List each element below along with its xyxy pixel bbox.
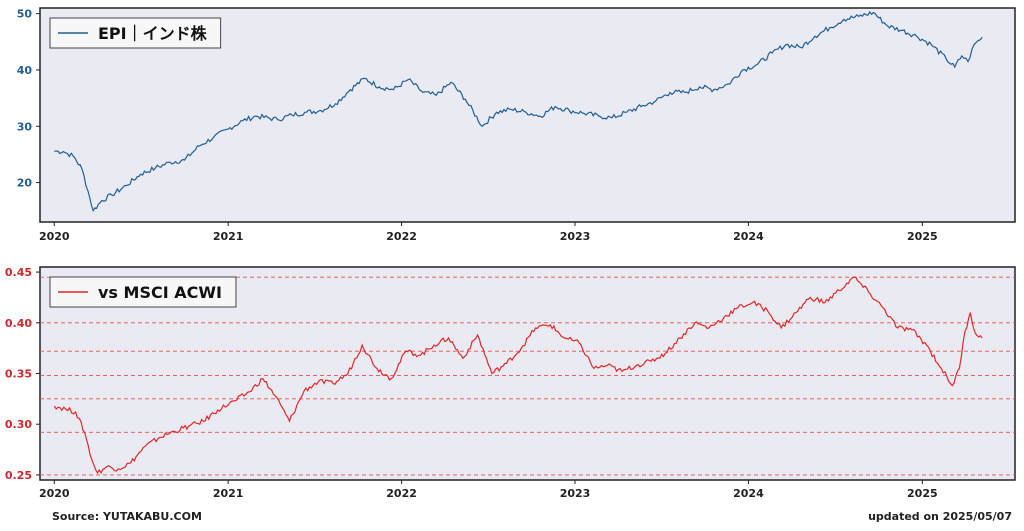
x-tick-label: 2024 <box>733 230 764 243</box>
y-tick-label: 50 <box>17 8 33 21</box>
x-tick-label: 2022 <box>386 230 417 243</box>
x-tick-label: 2023 <box>560 487 591 500</box>
y-tick-label: 0.45 <box>5 266 32 279</box>
x-tick-label: 2023 <box>560 230 591 243</box>
y-tick-label: 20 <box>17 177 33 190</box>
y-tick-label: 0.30 <box>5 418 32 431</box>
x-tick-label: 2020 <box>39 230 70 243</box>
x-tick-label: 2021 <box>213 487 244 500</box>
legend: vs MSCI ACWI <box>49 276 237 308</box>
x-tick-label: 2025 <box>907 487 938 500</box>
x-tick-label: 2022 <box>386 487 417 500</box>
x-tick-label: 2021 <box>213 230 244 243</box>
x-tick-label: 2025 <box>907 230 938 243</box>
series-line <box>54 10 983 213</box>
y-tick-label: 40 <box>17 64 33 77</box>
epi-panel: 20 30 40 50 2020 2021 2022 2023 2024 2025 EPI｜インド株 <box>17 7 1016 243</box>
legend-label: EPI｜インド株 <box>98 24 208 43</box>
vs-acwi-panel: 0.25 0.30 0.35 0.40 0.45 2020 2021 2022 2023 2024… <box>5 266 1016 500</box>
legend: EPI｜インド株 <box>49 17 222 49</box>
series-line <box>53 276 983 475</box>
x-tick-label: 2024 <box>733 487 764 500</box>
y-tick-label: 0.35 <box>5 368 32 381</box>
updated-label: updated on 2025/05/07 <box>868 510 1012 523</box>
source-label: Source: YUTAKABU.COM <box>52 510 202 523</box>
y-tick-label: 0.25 <box>5 469 32 482</box>
y-tick-label: 0.40 <box>5 317 32 330</box>
y-tick-label: 30 <box>17 120 33 133</box>
x-tick-label: 2020 <box>39 487 70 500</box>
legend-label: vs MSCI ACWI <box>98 283 222 302</box>
